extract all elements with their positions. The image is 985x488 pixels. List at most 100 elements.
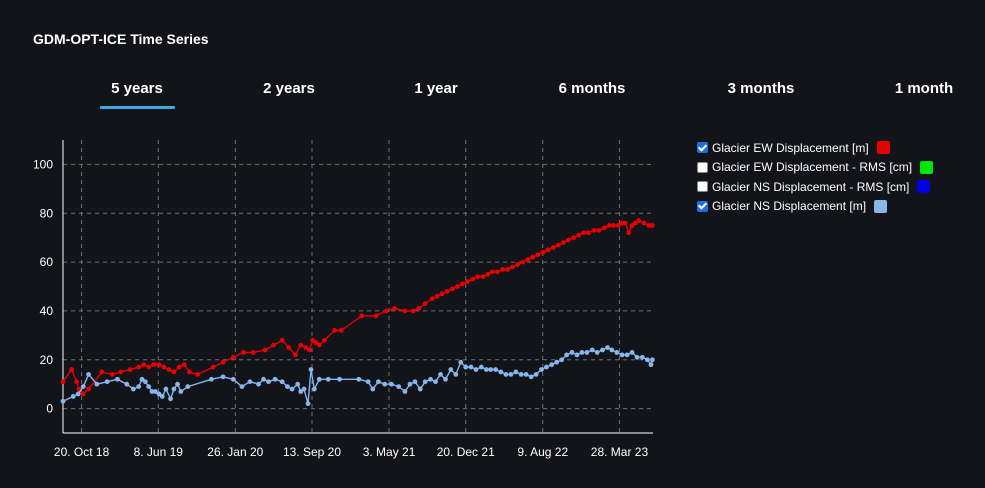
x-tick-label: 28. Mar 23 [591,445,649,459]
data-point [626,230,632,236]
data-point [470,276,476,282]
legend-checkbox[interactable] [697,181,708,193]
data-point [518,372,524,377]
data-point [370,386,376,392]
data-point [533,372,539,377]
data-point [168,396,173,402]
data-point [130,386,136,392]
data-point [463,364,469,370]
data-point [559,357,565,363]
data-point [209,376,214,382]
x-tick-label: 13. Sep 20 [283,445,341,459]
data-point [220,359,226,365]
data-point [74,379,80,385]
data-point [594,350,600,355]
data-point [634,354,640,360]
data-point [488,367,494,372]
data-point [298,342,304,348]
data-point [185,384,191,390]
data-point [605,345,610,350]
data-point [535,252,541,258]
legend-label: Glacier NS Displacement - RMS [cm] [712,179,910,194]
tab-6-months[interactable]: 6 months [558,80,626,97]
data-point [159,393,165,399]
legend-swatch [917,180,931,194]
tab-1-month[interactable]: 1 month [894,80,954,97]
data-point [127,367,133,372]
data-point [636,218,642,223]
tab-3-months[interactable]: 3 months [727,80,795,97]
data-point [311,386,317,392]
data-point [60,398,66,404]
data-point [289,386,295,392]
chart-series [60,218,655,407]
data-point [230,376,236,382]
data-point [306,347,312,353]
legend-checkbox[interactable] [697,161,708,173]
data-point [600,347,605,353]
data-point [565,237,571,243]
data-point [646,223,652,228]
data-point [523,372,529,377]
data-point [139,376,145,382]
data-point [293,352,298,358]
data-point [303,345,309,350]
data-point [115,376,120,382]
legend-checkbox[interactable] [697,142,708,154]
data-point [210,364,216,370]
tab-1-year[interactable]: 1 year [414,80,458,97]
data-point [584,350,590,355]
data-point [540,249,546,255]
y-tick-label: 80 [40,206,54,220]
data-point [241,350,247,355]
data-point [438,372,443,377]
legend-item-ns-displacement[interactable]: Glacier NS Displacement [m] [697,197,933,217]
data-point [544,364,549,370]
data-point [412,379,418,385]
data-point [611,223,616,228]
series-line [62,346,653,404]
data-point [70,393,76,399]
data-point [453,372,459,377]
legend-item-ew-rms[interactable]: Glacier EW Displacement - RMS [cm] [697,158,934,178]
y-tick-label: 40 [40,304,54,318]
legend-item-ew-displacement[interactable]: Glacier EW Displacement [m] [697,138,933,158]
data-point [295,381,301,387]
data-point [494,269,500,275]
data-point [616,223,621,228]
data-point [550,245,556,250]
data-point [163,386,169,392]
data-point [475,274,481,280]
data-point [644,357,650,363]
data-point [493,367,499,372]
data-point [513,369,519,375]
legend-checkbox[interactable] [697,200,708,212]
data-point [473,367,479,372]
x-tick-label: 3. May 21 [363,445,416,459]
data-point [619,352,625,358]
data-point [396,384,402,390]
data-point [392,306,398,311]
data-point [181,362,187,368]
data-point [337,376,342,382]
data-point [410,308,416,314]
data-point [104,379,110,385]
data-point [525,257,531,263]
data-point [359,313,365,319]
data-point [402,308,408,314]
tab-5-years[interactable]: 5 years [111,80,163,97]
data-point [500,267,505,272]
data-point [171,369,177,375]
data-point [443,376,448,382]
data-point [450,286,455,292]
data-point [156,362,162,368]
series-0 [60,218,655,397]
data-point [146,364,152,370]
legend-item-ns-rms[interactable]: Glacier NS Displacement - RMS [cm] [697,177,933,197]
legend-swatch [876,141,890,155]
data-point [272,376,278,382]
data-point [629,223,635,228]
tab-2-years[interactable]: 2 years [263,80,315,97]
series-line [62,219,653,395]
data-point [383,308,389,314]
